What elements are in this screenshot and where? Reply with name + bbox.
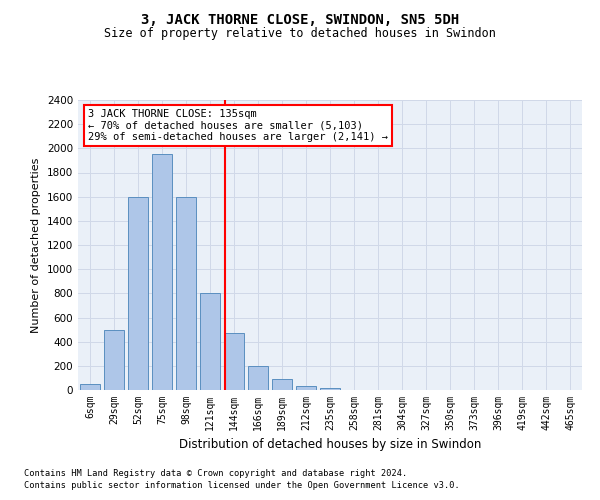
Bar bbox=[200, 294, 220, 390]
Text: 3, JACK THORNE CLOSE, SWINDON, SN5 5DH: 3, JACK THORNE CLOSE, SWINDON, SN5 5DH bbox=[141, 12, 459, 26]
Bar bbox=[296, 386, 316, 390]
Bar bbox=[224, 333, 244, 390]
Text: Contains public sector information licensed under the Open Government Licence v3: Contains public sector information licen… bbox=[24, 481, 460, 490]
X-axis label: Distribution of detached houses by size in Swindon: Distribution of detached houses by size … bbox=[179, 438, 481, 452]
Text: Contains HM Land Registry data © Crown copyright and database right 2024.: Contains HM Land Registry data © Crown c… bbox=[24, 468, 407, 477]
Text: Size of property relative to detached houses in Swindon: Size of property relative to detached ho… bbox=[104, 28, 496, 40]
Bar bbox=[320, 388, 340, 390]
Bar bbox=[248, 366, 268, 390]
Bar bbox=[176, 196, 196, 390]
Y-axis label: Number of detached properties: Number of detached properties bbox=[31, 158, 41, 332]
Bar bbox=[80, 384, 100, 390]
Bar bbox=[272, 379, 292, 390]
Bar bbox=[104, 330, 124, 390]
Text: 3 JACK THORNE CLOSE: 135sqm
← 70% of detached houses are smaller (5,103)
29% of : 3 JACK THORNE CLOSE: 135sqm ← 70% of det… bbox=[88, 108, 388, 142]
Bar bbox=[128, 196, 148, 390]
Bar bbox=[152, 154, 172, 390]
